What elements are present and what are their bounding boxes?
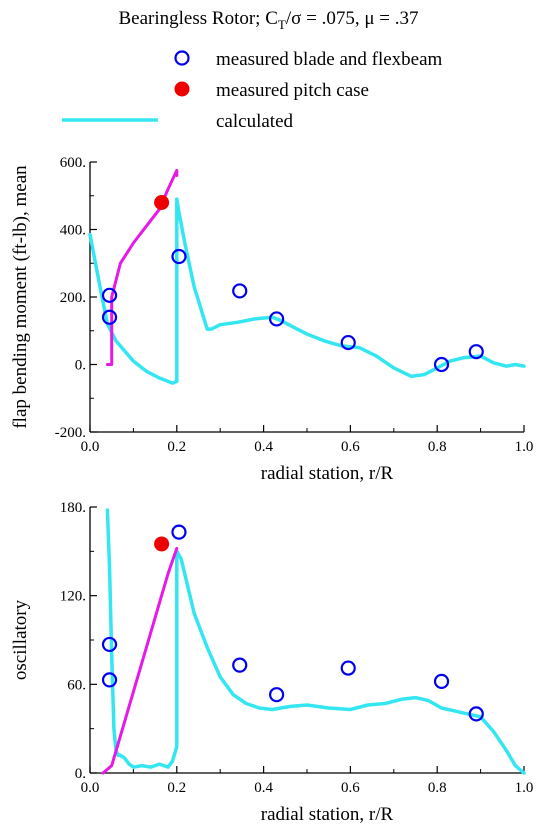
legend-label: measured blade and flexbeam bbox=[216, 49, 443, 70]
data-point-measured-blade bbox=[433, 356, 450, 373]
legend-marker-open-circle bbox=[174, 50, 190, 66]
x-axis-label: radial station, r/R bbox=[261, 463, 394, 484]
data-point-measured-blade bbox=[171, 524, 187, 540]
y-axis-label: flap bending moment (ft-lb), mean bbox=[10, 165, 31, 429]
x-tick-label: 0.2 bbox=[167, 439, 186, 455]
x-tick-label: 0.4 bbox=[254, 780, 273, 796]
x-axis-label: radial station, r/R bbox=[261, 804, 394, 825]
data-point-measured-blade bbox=[232, 283, 248, 299]
x-tick-label: 0.0 bbox=[81, 780, 100, 796]
y-axis-label: oscillatory bbox=[10, 599, 31, 680]
x-tick-label: 0.0 bbox=[81, 439, 100, 455]
series-line-calculated bbox=[105, 508, 526, 775]
data-point-measured-blade bbox=[232, 657, 248, 673]
x-tick-label: 0.2 bbox=[167, 780, 186, 796]
legend-label: calculated bbox=[216, 111, 294, 132]
x-tick-label: 0.6 bbox=[341, 439, 360, 455]
series-line-pitch-case bbox=[105, 168, 179, 366]
data-point-measured-blade bbox=[101, 636, 118, 653]
data-point-measured-pitch-case bbox=[154, 536, 170, 552]
data-point-measured-blade bbox=[269, 311, 285, 327]
legend-label: measured pitch case bbox=[216, 80, 369, 101]
y-tick-label: 180. bbox=[60, 500, 86, 516]
x-tick-label: 0.8 bbox=[428, 439, 447, 455]
x-tick-label: 0.6 bbox=[341, 780, 360, 796]
y-tick-label: 0. bbox=[75, 358, 86, 374]
data-point-measured-blade bbox=[101, 309, 118, 325]
legend-marker-filled-circle bbox=[174, 81, 190, 97]
data-point-measured-blade bbox=[340, 334, 356, 351]
data-point-measured-blade bbox=[269, 687, 285, 703]
plot-oscillatory: 0.0 0.2 0.4 0.6 0.8 1.0 0. 60. 120. 180. radial st… bbox=[10, 500, 533, 825]
y-tick-label: 400. bbox=[60, 223, 86, 239]
y-tick-label: 600. bbox=[60, 155, 86, 171]
data-point-measured-blade bbox=[340, 660, 356, 676]
legend: measured blade and flexbeam measured pitc… bbox=[62, 49, 443, 132]
x-tick-label: 1.0 bbox=[515, 439, 534, 455]
chart-title: Bearingless Rotor; CT/σ = .075, μ = .37 bbox=[118, 8, 419, 32]
x-tick-label: 0.4 bbox=[254, 439, 273, 455]
data-point-measured-blade bbox=[101, 287, 118, 303]
y-tick-label: 0. bbox=[75, 766, 86, 782]
y-tick-label: 120. bbox=[60, 589, 86, 605]
x-tick-label: 0.8 bbox=[428, 780, 447, 796]
data-point-measured-blade bbox=[468, 706, 484, 722]
x-tick-label: 1.0 bbox=[515, 780, 534, 796]
data-point-measured-blade bbox=[433, 673, 450, 689]
series-line-calculated bbox=[88, 197, 526, 385]
data-point-measured-blade bbox=[171, 248, 187, 265]
y-tick-label: 200. bbox=[60, 290, 86, 306]
data-point-measured-blade bbox=[101, 672, 118, 688]
y-tick-label: 60. bbox=[67, 677, 86, 693]
series-line-pitch-case bbox=[101, 546, 179, 775]
data-point-measured-pitch-case bbox=[154, 195, 170, 210]
y-tick-label: -200. bbox=[55, 425, 86, 441]
data-point-measured-blade bbox=[468, 344, 484, 360]
plot-mean: 0.0 0.2 0.4 0.6 0.8 1.0 -200. 0. 200. 400. 600. rad… bbox=[10, 155, 533, 484]
